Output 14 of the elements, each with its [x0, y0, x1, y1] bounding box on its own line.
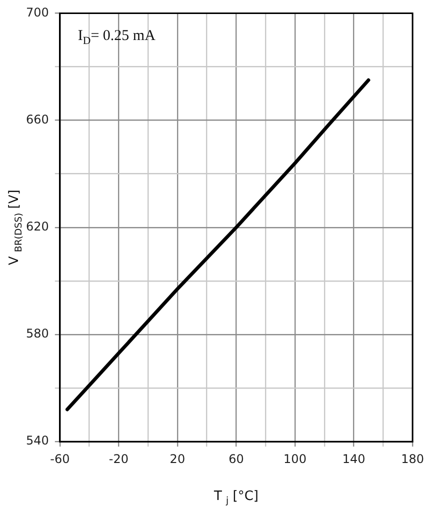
x-tick-label: 100: [284, 452, 306, 466]
x-tick-label: 140: [342, 452, 366, 466]
x-axis-title: T j [°C]: [212, 489, 258, 506]
y-tick-label: 660: [26, 112, 49, 126]
y-tick-label: 620: [26, 220, 49, 234]
y-tick-label: 540: [26, 434, 49, 448]
y-axis-title: V BR(DSS) [V]: [7, 190, 24, 266]
x-tick-label: -20: [108, 452, 128, 466]
x-tick-label: 60: [228, 452, 244, 466]
y-tick-label: 700: [26, 5, 49, 20]
y-tick-label: 580: [26, 326, 49, 341]
x-tick-label: 20: [170, 452, 186, 466]
x-tick-label: 180: [401, 452, 424, 466]
x-tick-label: -60: [50, 452, 70, 466]
